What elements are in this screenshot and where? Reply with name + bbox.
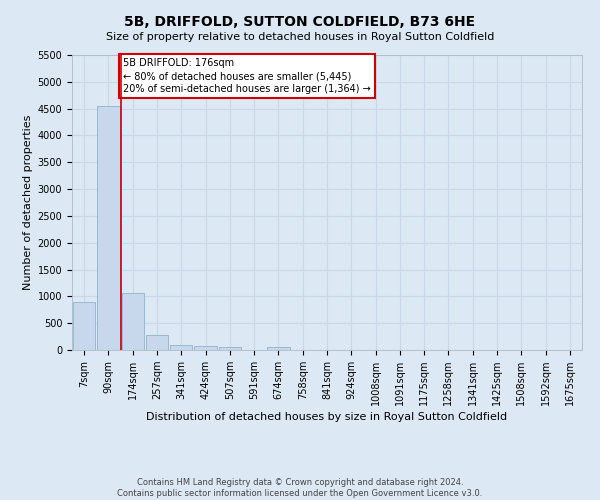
Bar <box>97 106 119 350</box>
Text: 5B DRIFFOLD: 176sqm
← 80% of detached houses are smaller (5,445)
20% of semi-det: 5B DRIFFOLD: 176sqm ← 80% of detached ho… <box>123 58 371 94</box>
Bar <box>122 293 144 350</box>
Bar <box>146 335 168 350</box>
Bar <box>170 345 193 350</box>
Bar <box>267 347 290 350</box>
Text: Contains HM Land Registry data © Crown copyright and database right 2024.
Contai: Contains HM Land Registry data © Crown c… <box>118 478 482 498</box>
Text: Size of property relative to detached houses in Royal Sutton Coldfield: Size of property relative to detached ho… <box>106 32 494 42</box>
Bar <box>218 347 241 350</box>
Bar <box>194 346 217 350</box>
Bar <box>73 302 95 350</box>
X-axis label: Distribution of detached houses by size in Royal Sutton Coldfield: Distribution of detached houses by size … <box>146 412 508 422</box>
Text: 5B, DRIFFOLD, SUTTON COLDFIELD, B73 6HE: 5B, DRIFFOLD, SUTTON COLDFIELD, B73 6HE <box>124 15 476 29</box>
Y-axis label: Number of detached properties: Number of detached properties <box>23 115 34 290</box>
